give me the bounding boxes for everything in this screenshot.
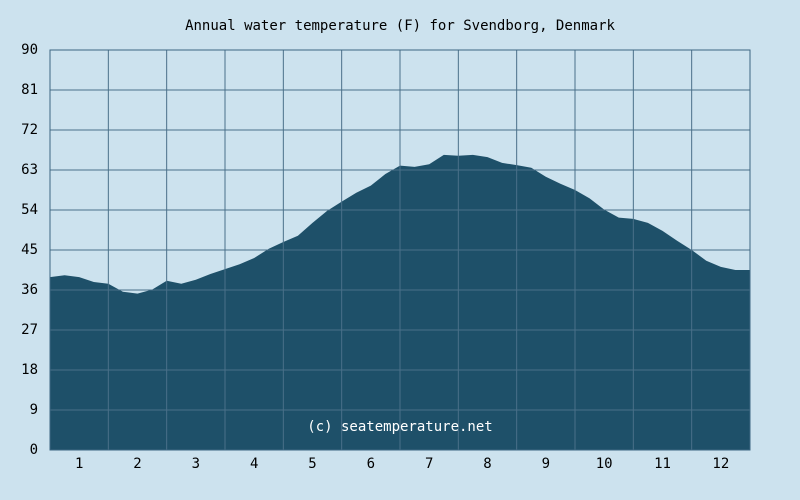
y-tick-label: 54	[21, 202, 38, 218]
x-tick-label: 3	[191, 456, 201, 472]
y-tick-label: 0	[29, 442, 38, 458]
chart-title: Annual water temperature (F) for Svendbo…	[185, 18, 615, 34]
x-tick-label: 10	[595, 456, 613, 472]
x-tick-label: 5	[308, 456, 317, 472]
x-tick-label: 11	[654, 456, 671, 472]
watermark-text: (c) seatemperature.net	[307, 419, 493, 435]
x-tick-label: 1	[74, 456, 84, 472]
y-tick-label: 63	[21, 162, 38, 178]
y-tick-label: 9	[29, 402, 38, 418]
plot-border	[49, 49, 751, 451]
x-tick-label: 8	[483, 456, 492, 472]
x-tick-label: 12	[712, 456, 730, 472]
y-tick-label: 81	[21, 82, 38, 98]
x-tick-label: 9	[541, 456, 551, 472]
y-tick-label: 36	[21, 282, 38, 298]
y-tick-label: 18	[21, 362, 38, 378]
y-tick-label: 90	[21, 42, 38, 58]
y-tick-label: 45	[21, 242, 38, 258]
x-tick-label: 4	[249, 456, 259, 472]
x-tick-label: 2	[133, 456, 142, 472]
y-tick-label: 27	[21, 322, 38, 338]
x-tick-label: 7	[424, 456, 434, 472]
y-tick-label: 72	[21, 122, 38, 138]
x-tick-label: 6	[366, 456, 376, 472]
